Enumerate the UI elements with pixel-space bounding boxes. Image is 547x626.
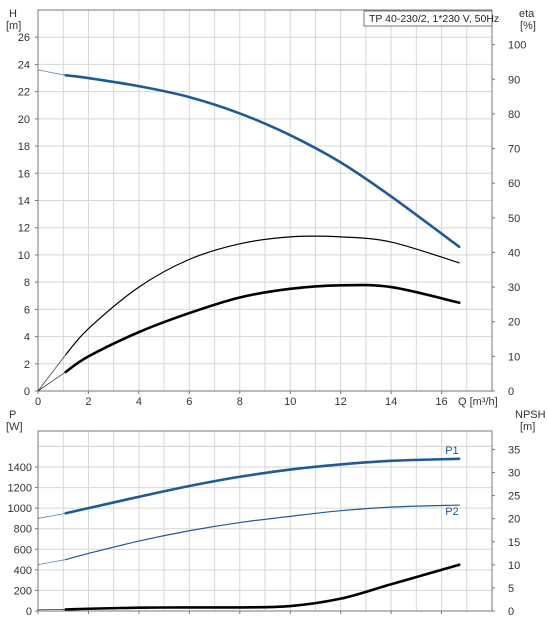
top-right-tick-label: 40 — [508, 247, 520, 259]
bottom-left-tick-label: 1400 — [8, 462, 32, 474]
bottom-left-tick-label: 1200 — [8, 483, 32, 495]
top-x-tick-label: 12 — [335, 396, 347, 408]
top-right-axis-title: eta — [519, 8, 535, 20]
top-left-tick-label: 20 — [18, 114, 30, 126]
top-left-tick-label: 10 — [18, 250, 30, 262]
bottom-right-tick-label: 30 — [508, 468, 520, 480]
top-series-1-extension — [37, 354, 67, 392]
bottom-left-tick-label: 400 — [14, 565, 32, 577]
bottom-left-tick-label: 1000 — [8, 503, 32, 515]
top-x-tick-label: 4 — [136, 396, 142, 408]
bottom-p2-curve — [65, 504, 460, 561]
top-series-2-extension — [37, 371, 66, 392]
top-series-0-curve — [64, 74, 461, 249]
top-left-tick-label: 12 — [18, 223, 30, 235]
top-x-tick-label: 2 — [85, 396, 91, 408]
top-right-tick-label: 100 — [508, 40, 526, 52]
top-left-tick-label: 26 — [18, 32, 30, 44]
bottom-right-axis-title: NPSH — [515, 409, 546, 421]
top-left-tick-label: 4 — [24, 332, 30, 344]
bottom-right-tick-label: 0 — [508, 606, 514, 618]
top-x-tick-label: 8 — [237, 396, 243, 408]
top-right-tick-label: 60 — [508, 178, 520, 190]
bottom-panel: 0 200 400 600 800 1000 1200 1400 0 5 10 15 20 25 30 35 P… — [6, 409, 546, 618]
top-right-tick-label: 50 — [508, 213, 520, 225]
top-left-tick-label: 0 — [24, 386, 30, 398]
top-left-tick-label: 8 — [24, 277, 30, 289]
bottom-left-axis-title: P — [9, 409, 16, 421]
bottom-left-tick-label: 200 — [14, 585, 32, 597]
top-left-tick-label: 22 — [18, 87, 30, 99]
bottom-left-tick-label: 600 — [14, 544, 32, 556]
top-left-axis-unit: [m] — [6, 20, 21, 32]
bottom-left-tick-label: 800 — [14, 524, 32, 536]
top-right-tick-label: 70 — [508, 144, 520, 156]
top-left-tick-label: 18 — [18, 141, 30, 153]
top-left-tick-label: 24 — [18, 59, 30, 71]
top-right-tick-label: 30 — [508, 282, 520, 294]
top-x-tick-label: 10 — [284, 396, 296, 408]
bottom-p2-label: P2 — [445, 506, 458, 518]
top-series-2-curve — [64, 283, 461, 374]
x-axis-title: Q [m³/h] — [458, 396, 498, 408]
bottom-right-tick-label: 20 — [508, 514, 520, 526]
top-right-tick-label: 20 — [508, 317, 520, 329]
bottom-right-tick-label: 5 — [508, 583, 514, 595]
top-panel: 0246810121416182022242601020304050607080… — [6, 8, 536, 408]
top-right-axis-unit: [%] — [520, 20, 536, 32]
top-x-tick-label: 16 — [435, 396, 447, 408]
bottom-p1-label: P1 — [445, 445, 458, 457]
top-series-0-extension — [37, 69, 66, 76]
top-right-tick-label: 10 — [508, 351, 520, 363]
bottom-series-2-curve — [64, 563, 461, 611]
top-left-tick-label: 16 — [18, 168, 30, 180]
top-left-tick-label: 6 — [24, 304, 30, 316]
top-left-tick-label: 14 — [18, 196, 30, 208]
bottom-frame — [37, 430, 493, 612]
bottom-p1-extension — [37, 512, 66, 519]
top-x-tick-label: 0 — [35, 396, 41, 408]
bottom-right-tick-label: 15 — [508, 537, 520, 549]
top-right-tick-label: 80 — [508, 109, 520, 121]
bottom-right-axis-unit: [m] — [520, 421, 535, 433]
top-series-1-curve — [65, 235, 460, 356]
top-right-tick-label: 0 — [508, 386, 514, 398]
chart-title: TP 40-230/2, 1*230 V, 50Hz — [369, 13, 499, 25]
top-x-tick-label: 14 — [385, 396, 397, 408]
chart-title-box — [363, 10, 493, 27]
bottom-p1-curve — [64, 457, 461, 515]
bottom-right-tick-label: 35 — [508, 444, 520, 456]
top-x-tick-label: 6 — [186, 396, 192, 408]
bottom-left-axis-unit: [W] — [6, 421, 23, 433]
top-left-tick-label: 2 — [24, 359, 30, 371]
bottom-p2-extension — [37, 559, 66, 566]
top-left-axis-title: H — [9, 8, 17, 20]
bottom-right-tick-label: 25 — [508, 491, 520, 503]
top-right-tick-label: 90 — [508, 74, 520, 86]
bottom-left-tick-label: 0 — [26, 606, 32, 618]
bottom-right-tick-label: 10 — [508, 560, 520, 572]
